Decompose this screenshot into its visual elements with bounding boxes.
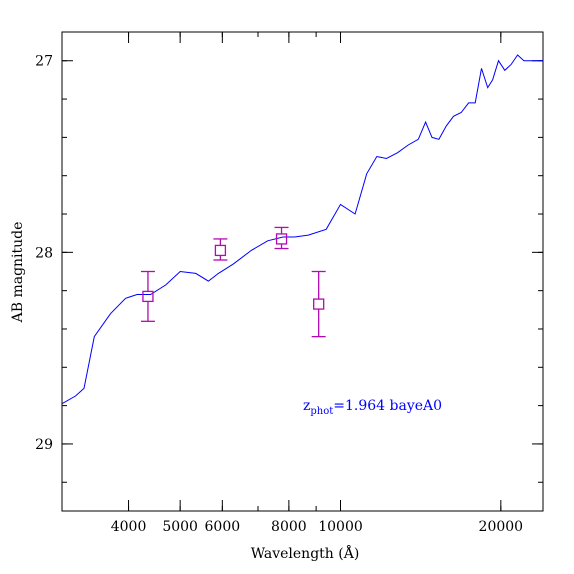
open-square-marker xyxy=(275,233,288,245)
x-tick-label: 6000 xyxy=(205,519,241,535)
x-tick-label: 10000 xyxy=(318,519,363,535)
y-axis-title: AB magnitude xyxy=(10,222,26,324)
x-tick-label: 4000 xyxy=(111,519,147,535)
photometry-point xyxy=(274,226,289,250)
open-square-marker xyxy=(142,290,154,303)
axis-tick-labels: 4000 5000 6000 8000 10000 20000 27 28 29 xyxy=(35,54,523,535)
photo-z-annotation: zphot=1.964 bayeA0 xyxy=(303,398,442,417)
photometry-point xyxy=(213,238,228,261)
x-tick-label: 20000 xyxy=(479,519,524,535)
open-square-marker xyxy=(313,298,325,310)
photo-z-prefix: z xyxy=(303,398,310,414)
photo-z-subscript: phot xyxy=(310,406,333,417)
x-axis-title: Wavelength (Å) xyxy=(251,544,360,562)
series-group xyxy=(61,54,543,405)
open-square-marker xyxy=(214,244,227,257)
sed-template-line xyxy=(61,54,543,405)
photo-z-value: =1.964 bayeA0 xyxy=(333,398,442,414)
photometry-point xyxy=(140,270,155,322)
plot-frame xyxy=(61,31,544,512)
x-tick-label: 5000 xyxy=(162,519,198,535)
y-tick-label: 27 xyxy=(35,54,53,70)
x-tick-label: 8000 xyxy=(271,519,307,535)
y-tick-label: 29 xyxy=(35,437,53,453)
axis-ticks xyxy=(61,32,543,511)
photometry-point xyxy=(311,270,326,338)
y-tick-label: 28 xyxy=(35,245,53,261)
